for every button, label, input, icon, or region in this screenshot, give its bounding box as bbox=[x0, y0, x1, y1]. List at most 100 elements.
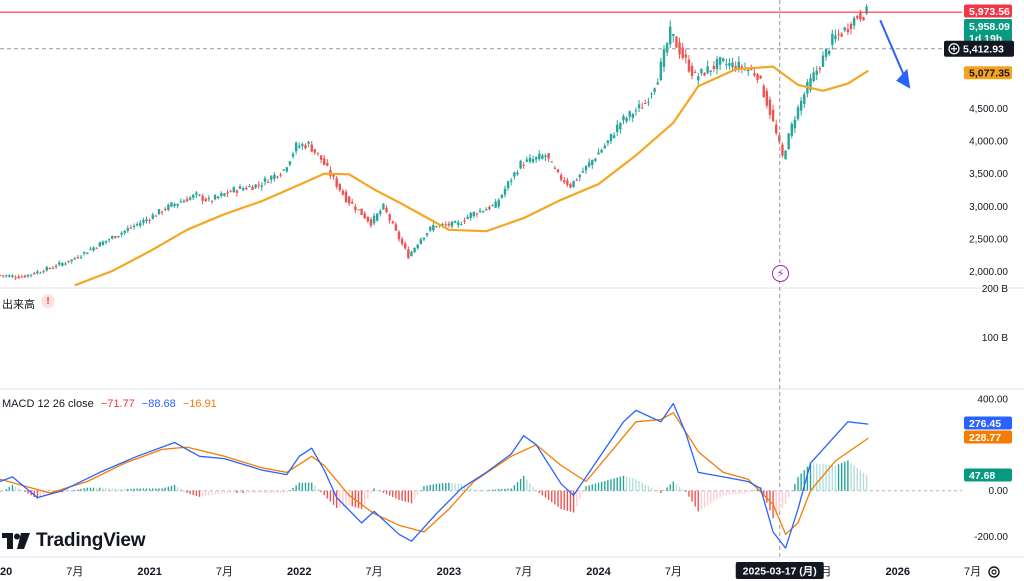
price-panel[interactable] bbox=[0, 0, 1024, 557]
histogram-bar bbox=[713, 490, 715, 502]
candle bbox=[33, 271, 36, 275]
candle bbox=[151, 212, 154, 220]
histogram-bar bbox=[329, 490, 332, 502]
price-axis[interactable]: 2,000.00 2,500.00 3,000.00 3,500.00 4,000.00… bbox=[944, 4, 1014, 279]
histogram-bar bbox=[142, 488, 145, 491]
crosshair-price-tag[interactable]: 5,412.93 bbox=[944, 40, 1014, 57]
histogram-bar bbox=[192, 490, 194, 495]
candle bbox=[145, 216, 148, 224]
high-price-tag[interactable]: 5,973.56 bbox=[964, 4, 1012, 18]
histogram-bar bbox=[273, 490, 276, 494]
histogram-bar bbox=[8, 486, 11, 491]
histogram-bar bbox=[582, 490, 584, 493]
candle bbox=[640, 102, 644, 109]
candle bbox=[703, 72, 706, 77]
candle bbox=[104, 240, 108, 245]
candle bbox=[450, 221, 454, 229]
histogram-bar bbox=[569, 490, 572, 512]
candle bbox=[625, 116, 628, 124]
candle bbox=[578, 173, 582, 182]
candle bbox=[301, 142, 304, 151]
histogram-bar bbox=[678, 486, 681, 491]
candle bbox=[503, 185, 507, 198]
macd-tick-label: -200.00 bbox=[974, 532, 1008, 543]
add-alert-icon bbox=[948, 43, 960, 55]
tradingview-logo[interactable]: TradingView bbox=[2, 529, 146, 553]
histogram-bar bbox=[816, 463, 818, 491]
settings-gear-icon[interactable] bbox=[987, 565, 1001, 579]
time-axis[interactable]: 20207月20217月20227月20237月20247月20257月2026… bbox=[0, 556, 1024, 579]
drawn-arrow[interactable] bbox=[879, 19, 911, 89]
histogram-bar bbox=[856, 467, 858, 491]
histogram-bar bbox=[438, 483, 441, 491]
candlestick-series bbox=[0, 4, 868, 281]
candle bbox=[865, 4, 868, 16]
candle bbox=[728, 58, 731, 70]
macd-value-tag[interactable]: 276.45 bbox=[964, 416, 1012, 430]
candle bbox=[235, 189, 239, 197]
candle bbox=[762, 83, 765, 98]
macd-value-macd: −88.68 bbox=[141, 398, 176, 410]
candle bbox=[204, 197, 207, 202]
price-tick-label: 4,500.00 bbox=[969, 104, 1008, 115]
moving-average-line bbox=[74, 65, 869, 287]
histogram-bar bbox=[67, 490, 70, 492]
histogram-bar bbox=[719, 490, 721, 498]
candle bbox=[201, 193, 204, 205]
histogram-bar bbox=[831, 465, 834, 491]
candle bbox=[29, 274, 33, 278]
histogram-bar bbox=[14, 486, 17, 491]
crosshair-date-tag[interactable]: 2025-03-17 (月) bbox=[735, 562, 824, 579]
candle bbox=[681, 42, 684, 60]
histogram-bar bbox=[61, 490, 64, 493]
histogram-bar bbox=[529, 483, 531, 491]
candle bbox=[831, 29, 834, 50]
candle bbox=[279, 172, 282, 178]
lightning-event-icon[interactable]: ⚡ bbox=[772, 265, 789, 282]
histogram-bar bbox=[395, 490, 397, 499]
candle bbox=[213, 193, 217, 201]
candle bbox=[547, 153, 550, 163]
histogram-bar bbox=[267, 490, 269, 494]
histogram-bar bbox=[279, 490, 282, 494]
candle bbox=[709, 70, 712, 76]
candle bbox=[114, 235, 117, 239]
candle bbox=[248, 184, 251, 188]
time-tick-label: 7月 bbox=[964, 566, 981, 578]
candle bbox=[559, 172, 563, 182]
histogram-bar bbox=[201, 490, 204, 497]
moving-average-tag[interactable]: 5,077.35 bbox=[964, 66, 1012, 79]
price-tick-label: 2,500.00 bbox=[969, 234, 1008, 245]
warning-icon[interactable]: ! bbox=[41, 294, 55, 308]
candle bbox=[45, 265, 48, 272]
candle bbox=[862, 16, 865, 21]
candle bbox=[447, 221, 451, 228]
candle bbox=[622, 114, 625, 125]
macd-panel[interactable]: 400.00 0.00 -200.00 276.45 228.77 47.68 bbox=[0, 394, 1012, 549]
candle bbox=[612, 131, 616, 139]
candle bbox=[827, 50, 831, 56]
time-tick-label: 2022 bbox=[287, 566, 311, 578]
macd-value-tag[interactable]: 228.77 bbox=[964, 430, 1012, 444]
candle bbox=[469, 212, 472, 221]
candle bbox=[329, 166, 332, 180]
macd-value-tag[interactable]: 47.68 bbox=[964, 468, 1012, 482]
histogram-bar bbox=[523, 475, 525, 491]
histogram-bar bbox=[778, 490, 781, 512]
candle bbox=[690, 62, 694, 80]
candle bbox=[223, 193, 226, 197]
histogram-bar bbox=[183, 490, 185, 492]
candle bbox=[5, 274, 8, 278]
candle bbox=[793, 115, 797, 133]
candle bbox=[453, 220, 457, 223]
candle bbox=[591, 159, 594, 169]
histogram-bar bbox=[551, 490, 553, 503]
histogram-bar bbox=[575, 490, 578, 506]
candle bbox=[363, 211, 366, 219]
candle bbox=[366, 216, 370, 223]
time-tick-label: 7月 bbox=[515, 566, 532, 578]
candle bbox=[693, 69, 697, 74]
histogram-bar bbox=[470, 488, 472, 491]
candle bbox=[500, 194, 504, 199]
